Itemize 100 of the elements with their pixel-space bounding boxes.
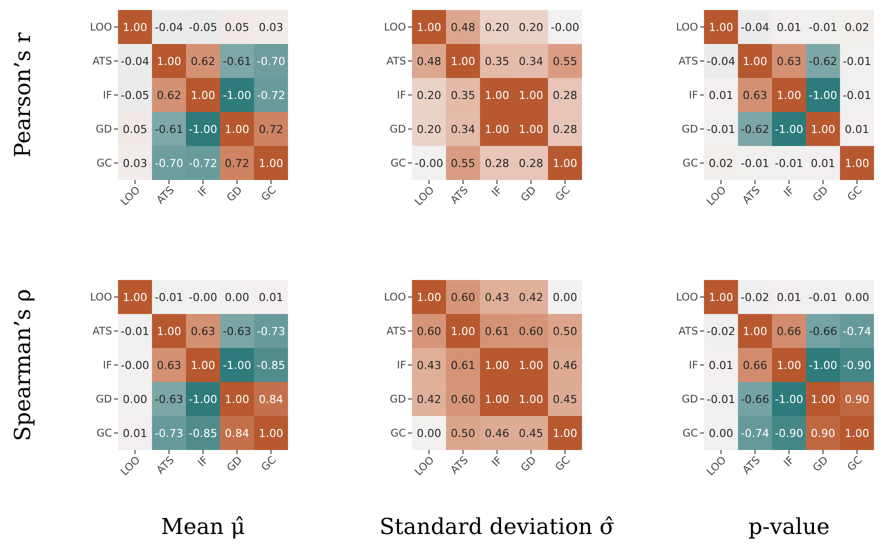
data-label: 1.00 [810, 392, 836, 406]
data-label: -0.72 [256, 88, 286, 102]
data-label: 1.00 [258, 156, 284, 170]
data-label: -0.85 [256, 358, 286, 372]
y-tick-label: IF [102, 360, 112, 372]
y-tick-label: IF [688, 90, 698, 102]
data-label: 0.63 [742, 88, 768, 102]
data-label: -0.66 [740, 392, 770, 406]
data-label: 0.66 [742, 358, 768, 372]
data-label: -0.00 [550, 20, 580, 34]
data-label: 1.00 [518, 392, 544, 406]
x-tick-label: GD [518, 454, 539, 474]
data-label: 1.00 [416, 290, 442, 304]
data-label: -0.61 [222, 54, 252, 68]
data-label: 0.28 [552, 88, 578, 102]
data-label: -0.66 [808, 324, 838, 338]
data-label: -0.01 [774, 156, 804, 170]
data-label: 0.28 [484, 156, 510, 170]
data-label: 0.05 [122, 122, 148, 136]
x-tick-label: IF [196, 184, 211, 200]
data-label: -0.62 [740, 122, 770, 136]
data-label: 0.45 [552, 392, 578, 406]
y-tick-label: LOO [90, 22, 112, 34]
data-label: 0.84 [258, 392, 284, 406]
data-label: 0.46 [552, 358, 578, 372]
data-label: 1.00 [844, 156, 870, 170]
data-label: -0.04 [120, 54, 150, 68]
y-tick-label: GD [96, 124, 112, 136]
data-label: -0.01 [740, 156, 770, 170]
y-tick-label: GD [682, 394, 698, 406]
data-label: 1.00 [258, 426, 284, 440]
data-label: -0.01 [842, 54, 872, 68]
data-label: 0.60 [450, 392, 476, 406]
data-label: -1.00 [188, 122, 218, 136]
x-tick-label: GD [224, 184, 245, 204]
data-label: -0.01 [808, 290, 838, 304]
y-tick-label: ATS [92, 326, 112, 338]
data-label: -0.90 [774, 426, 804, 440]
x-tick-label: IF [782, 454, 797, 470]
data-label: -0.01 [706, 122, 736, 136]
data-label: 0.28 [552, 122, 578, 136]
data-label: 0.48 [450, 20, 476, 34]
data-label: 0.50 [552, 324, 578, 338]
data-label: 0.28 [518, 156, 544, 170]
data-label: 0.01 [776, 290, 802, 304]
data-label: 0.03 [122, 156, 148, 170]
data-label: 1.00 [156, 54, 182, 68]
y-tick-label: ATS [678, 326, 698, 338]
x-tick-label: GC [553, 454, 573, 474]
data-label: 0.00 [122, 392, 148, 406]
data-label: -0.04 [154, 20, 184, 34]
x-tick-label: GC [259, 454, 279, 474]
data-label: -0.05 [120, 88, 150, 102]
data-label: 0.90 [810, 426, 836, 440]
data-label: 0.01 [810, 156, 836, 170]
y-tick-label: IF [396, 90, 406, 102]
data-label: 1.00 [484, 88, 510, 102]
data-label: 0.20 [518, 20, 544, 34]
data-label: 0.72 [258, 122, 284, 136]
data-label: -1.00 [774, 122, 804, 136]
data-label: -0.01 [154, 290, 184, 304]
y-tick-label: IF [688, 360, 698, 372]
data-label: -0.00 [120, 358, 150, 372]
y-tick-label: GD [682, 124, 698, 136]
data-label: 1.00 [552, 426, 578, 440]
y-tick-label: GC [96, 428, 112, 440]
data-label: 0.60 [416, 324, 442, 338]
data-label: -1.00 [808, 358, 838, 372]
x-tick-label: IF [490, 184, 505, 200]
data-label: 0.01 [258, 290, 284, 304]
data-label: 1.00 [450, 324, 476, 338]
data-label: -0.01 [842, 88, 872, 102]
y-tick-label: GC [682, 428, 698, 440]
data-label: 1.00 [844, 426, 870, 440]
data-label: 0.63 [156, 358, 182, 372]
data-label: 0.00 [708, 426, 734, 440]
data-label: 1.00 [484, 392, 510, 406]
y-axis-title: Pearson’s r [11, 32, 36, 158]
data-label: 0.50 [450, 426, 476, 440]
data-label: -0.72 [188, 156, 218, 170]
data-label: -0.63 [222, 324, 252, 338]
x-tick-label: GC [845, 454, 865, 474]
y-tick-label: ATS [678, 56, 698, 68]
data-label: 1.00 [552, 156, 578, 170]
data-label: -0.00 [188, 290, 218, 304]
y-tick-label: LOO [676, 22, 698, 34]
data-label: 1.00 [156, 324, 182, 338]
data-label: 0.43 [416, 358, 442, 372]
data-label: -0.61 [154, 122, 184, 136]
data-label: 0.60 [450, 290, 476, 304]
data-label: 0.55 [450, 156, 476, 170]
data-label: 0.01 [776, 20, 802, 34]
x-tick-label: IF [196, 454, 211, 470]
data-label: 0.46 [484, 426, 510, 440]
y-tick-label: GC [390, 428, 406, 440]
y-tick-label: GC [390, 158, 406, 170]
data-label: 0.84 [224, 426, 250, 440]
data-label: 0.34 [518, 54, 544, 68]
x-tick-label: GD [810, 454, 831, 474]
data-label: 0.63 [190, 324, 216, 338]
